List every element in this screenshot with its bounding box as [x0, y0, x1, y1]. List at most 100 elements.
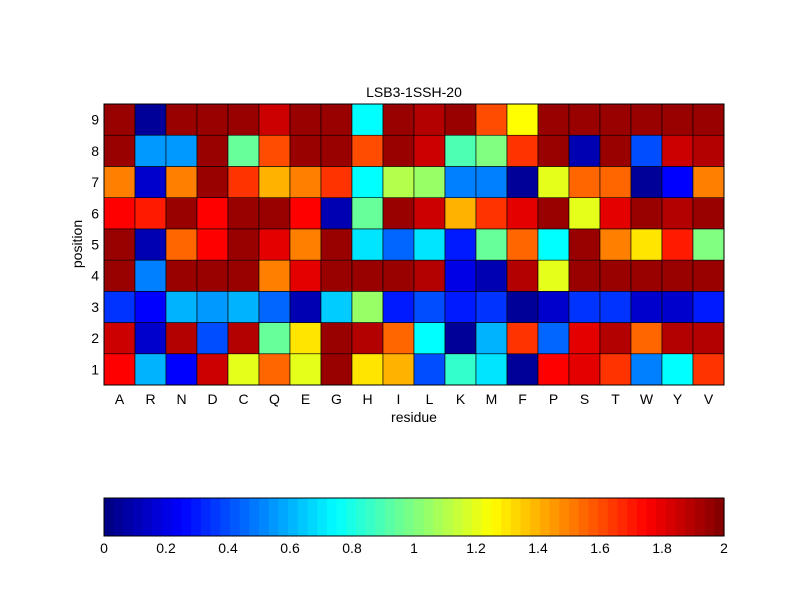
heatmap-cell	[630, 291, 663, 323]
heatmap-cell	[258, 103, 291, 136]
colorbar: 0 0.2 0.4 0.6 0.8 1 1.2 1.4 1.6 1.8 2	[100, 497, 728, 556]
heatmap-cell	[165, 166, 198, 198]
heatmap-cell	[258, 322, 291, 355]
heatmap-cell	[351, 134, 384, 167]
heatmap-cell	[506, 228, 539, 261]
heatmap-cell	[475, 103, 508, 136]
heatmap-cell	[227, 103, 260, 136]
heatmap-cell	[599, 322, 632, 355]
colorbar-step	[375, 498, 386, 536]
colorbar-step	[133, 498, 144, 536]
colorbar-tick-label: 1.6	[590, 540, 610, 556]
colorbar-step	[210, 498, 221, 536]
heatmap-cell	[165, 259, 198, 292]
heatmap-cell	[103, 166, 136, 198]
heatmap-cell	[506, 259, 539, 292]
y-tick-labels: 1 2 3 4 5 6 7 8 9	[91, 112, 99, 378]
heatmap-cell	[692, 228, 725, 261]
colorbar-step	[326, 498, 338, 536]
heatmap-cell	[258, 228, 291, 261]
heatmap-cell	[196, 134, 229, 167]
heatmap-cell	[537, 353, 570, 386]
heatmap-cell	[568, 353, 601, 386]
colorbar-step	[181, 498, 192, 536]
plot-frame	[103, 103, 725, 386]
heatmap-cell	[413, 228, 446, 261]
colorbar-step	[404, 498, 415, 536]
heatmap-cell	[599, 353, 632, 386]
colorbar-step	[598, 498, 609, 536]
heatmap-cell	[630, 166, 663, 198]
y-tick-label: 2	[91, 330, 99, 346]
heatmap-cell	[537, 197, 570, 230]
heatmap-cell	[413, 259, 446, 292]
heatmap-cell	[413, 197, 446, 230]
heatmap-cell	[196, 166, 229, 198]
heatmap-cell	[413, 322, 446, 355]
heatmap-cell	[692, 103, 725, 136]
heatmap-cell	[258, 353, 291, 386]
heatmap-cell	[506, 103, 539, 136]
heatmap-cell	[103, 228, 136, 261]
heatmap-cell	[506, 134, 539, 167]
heatmap-cell	[506, 291, 539, 323]
heatmap-cell	[134, 291, 167, 323]
heatmap-cell	[568, 103, 601, 136]
heatmap-cell	[196, 197, 229, 230]
heatmap-cell	[599, 259, 632, 292]
heatmap-cell	[382, 259, 415, 292]
heatmap-cell	[444, 103, 477, 136]
heatmap-cell	[568, 228, 601, 261]
colorbar-step	[268, 498, 279, 536]
heatmap-cell	[196, 322, 229, 355]
heatmap-cell	[320, 291, 353, 323]
heatmap-cell	[165, 291, 198, 323]
heatmap-cell	[320, 353, 353, 386]
heatmap-cell	[382, 166, 415, 198]
heatmap-cell	[289, 103, 322, 136]
heatmap-cell	[134, 353, 167, 386]
colorbar-step	[694, 498, 706, 536]
colorbar-step	[578, 498, 589, 536]
heatmap-cell	[537, 166, 570, 198]
heatmap-cell	[692, 134, 725, 167]
heatmap-cell	[227, 353, 260, 386]
heatmap-cell	[289, 134, 322, 167]
colorbar-tick-label: 0.8	[342, 540, 362, 556]
x-axis-label: residue	[391, 409, 437, 425]
y-tick-label: 3	[91, 299, 99, 315]
heatmap-cell	[289, 353, 322, 386]
colorbar-tick-label: 1.2	[466, 540, 486, 556]
heatmap-cell	[258, 166, 291, 198]
heatmap-cell	[630, 322, 663, 355]
colorbar-step	[423, 498, 434, 536]
heatmap-cell	[475, 197, 508, 230]
heatmap-cell	[599, 103, 632, 136]
heatmap-cell	[227, 259, 260, 292]
heatmap-cell	[258, 197, 291, 230]
colorbar-step	[656, 498, 667, 536]
heatmap-cell	[537, 322, 570, 355]
heatmap-cell	[692, 259, 725, 292]
heatmap-cell	[692, 322, 725, 355]
heatmap-cell	[475, 259, 508, 292]
colorbar-step	[220, 498, 231, 536]
heatmap-cell	[661, 228, 694, 261]
heatmap-cell	[382, 291, 415, 323]
heatmap-cell	[227, 134, 260, 167]
heatmap-cell	[661, 259, 694, 292]
colorbar-step	[152, 498, 163, 536]
heatmap-cell	[165, 322, 198, 355]
colorbar-step	[162, 498, 173, 536]
heatmap-cell	[568, 322, 601, 355]
colorbar-step	[239, 498, 250, 536]
heatmap-cell	[630, 134, 663, 167]
heatmap-cell	[506, 197, 539, 230]
heatmap-cell	[134, 103, 167, 136]
y-tick-label: 4	[91, 268, 99, 284]
colorbar-tick-label: 0.4	[218, 540, 238, 556]
colorbar-step	[559, 498, 570, 536]
colorbar-step	[588, 498, 599, 536]
heatmap-cell	[661, 103, 694, 136]
